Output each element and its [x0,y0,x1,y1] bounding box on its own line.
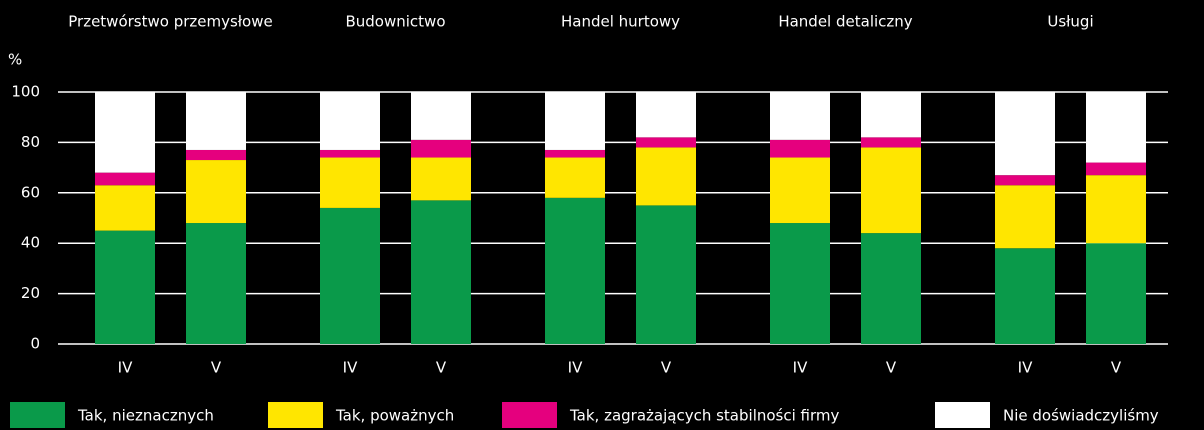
x-tick-label: IV [1018,359,1033,377]
bar-segment [186,160,246,224]
legend-label: Tak, nieznacznych [77,407,214,425]
bar-segment [95,172,155,186]
group-label: Handel detaliczny [778,13,912,31]
x-tick-label: V [211,359,222,377]
bar-segment [861,147,921,234]
legend-swatch [502,402,557,428]
x-tick-label: IV [568,359,583,377]
bar-segment [545,157,605,198]
bar-segment [320,149,380,158]
legend-swatch [935,402,990,428]
bar-segment [411,157,471,201]
bar-segment [545,92,605,150]
y-tick-label: 100 [11,83,40,101]
bar-segment [1086,92,1146,163]
x-tick-label: IV [343,359,358,377]
bar-segment [95,185,155,231]
y-tick-label: 0 [30,335,40,353]
bar-segment [770,92,830,140]
bar-segment [861,92,921,138]
bar-segment [95,92,155,173]
bar-segment [636,137,696,148]
bar-segment [1086,162,1146,176]
bar-segment [186,149,246,161]
bar-segment [320,207,380,344]
legend-label: Tak, poważnych [335,407,454,425]
bar-segment [770,223,830,344]
group-label: Przetwórstwo przemysłowe [68,13,273,31]
bar-segment [411,139,471,158]
y-tick-label: 20 [21,284,40,302]
x-tick-label: V [886,359,897,377]
y-tick-label: 60 [21,183,40,201]
bar-segment [861,137,921,148]
group-label: Handel hurtowy [561,13,680,31]
group-label: Usługi [1047,13,1093,31]
bar-segment [186,223,246,344]
bar-segment [770,157,830,224]
x-tick-label: V [661,359,672,377]
bar-segment [320,92,380,150]
bar-segment [636,92,696,138]
bar-segment [545,149,605,158]
bar-segment [861,233,921,344]
bar-segment [545,197,605,344]
bar-segment [186,92,246,150]
bar-segment [770,139,830,158]
bar-segment [411,200,471,344]
bar-segment [995,92,1055,176]
y-tick-label: 80 [21,133,40,151]
legend-swatch [268,402,323,428]
bar-segment [411,92,471,140]
legend-label: Nie doświadczyliśmy [1003,407,1159,425]
y-axis-label: % [8,51,22,69]
x-tick-label: V [1111,359,1122,377]
x-tick-label: IV [793,359,808,377]
bar-segment [995,185,1055,249]
bar-segment [636,205,696,344]
x-tick-label: V [436,359,447,377]
group-label: Budownictwo [345,13,445,31]
bar-segment [95,230,155,344]
x-tick-label: IV [118,359,133,377]
bar-segment [1086,243,1146,344]
bar-segment [995,175,1055,186]
bar-segment [320,157,380,208]
bar-segment [636,147,696,206]
legend-label: Tak, zagrażających stabilności firmy [569,407,840,425]
y-tick-label: 40 [21,234,40,252]
legend-swatch [10,402,65,428]
bar-segment [1086,175,1146,244]
bar-segment [995,248,1055,344]
